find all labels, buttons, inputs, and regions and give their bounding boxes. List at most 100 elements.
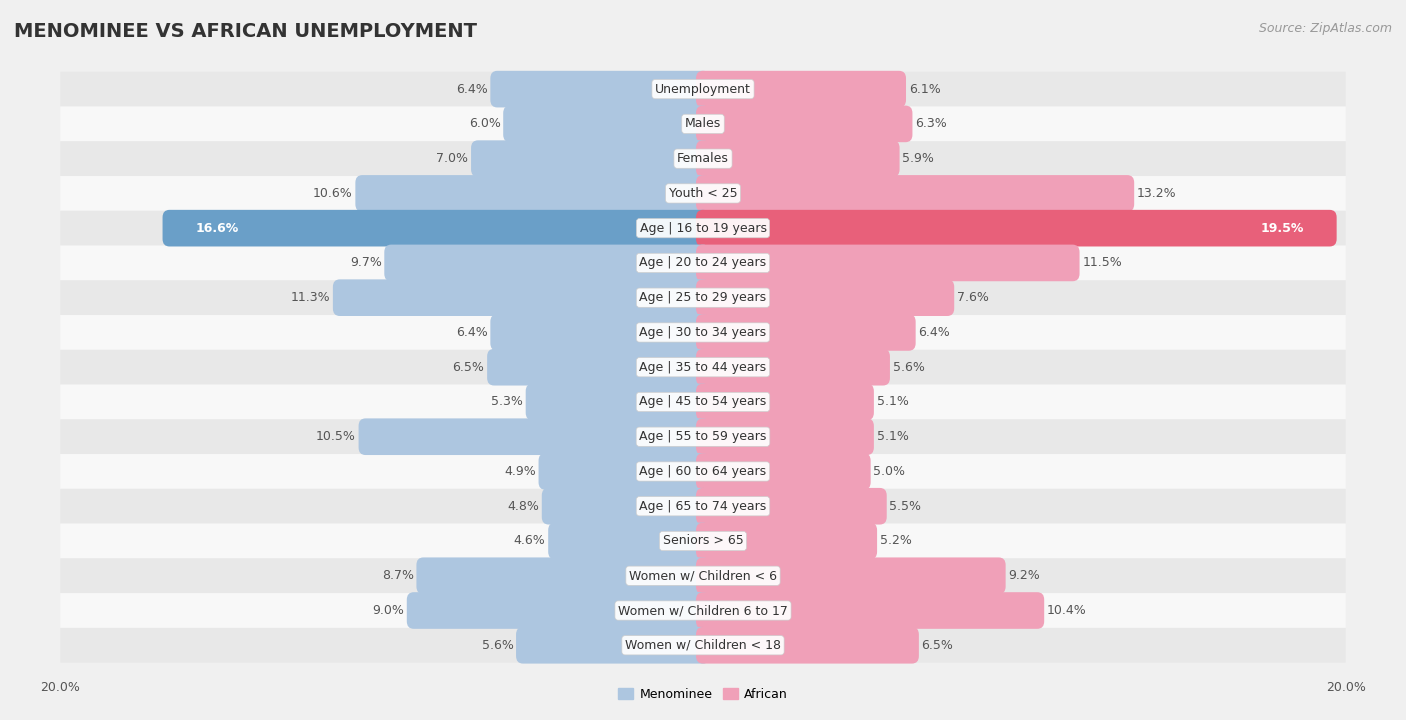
Text: Age | 30 to 34 years: Age | 30 to 34 years xyxy=(640,326,766,339)
Text: 10.5%: 10.5% xyxy=(316,431,356,444)
Text: Age | 35 to 44 years: Age | 35 to 44 years xyxy=(640,361,766,374)
Text: 9.0%: 9.0% xyxy=(373,604,404,617)
Text: Age | 55 to 59 years: Age | 55 to 59 years xyxy=(640,431,766,444)
Text: Females: Females xyxy=(678,152,728,165)
Text: 11.5%: 11.5% xyxy=(1083,256,1122,269)
Text: 8.7%: 8.7% xyxy=(382,570,413,582)
Text: 5.9%: 5.9% xyxy=(903,152,934,165)
FancyBboxPatch shape xyxy=(696,140,900,177)
FancyBboxPatch shape xyxy=(471,140,710,177)
FancyBboxPatch shape xyxy=(491,71,710,107)
FancyBboxPatch shape xyxy=(416,557,710,594)
Text: 5.2%: 5.2% xyxy=(880,534,911,547)
FancyBboxPatch shape xyxy=(486,349,710,385)
Text: Youth < 25: Youth < 25 xyxy=(669,187,737,200)
FancyBboxPatch shape xyxy=(696,71,905,107)
Text: Women w/ Children 6 to 17: Women w/ Children 6 to 17 xyxy=(619,604,787,617)
FancyBboxPatch shape xyxy=(696,627,920,664)
FancyBboxPatch shape xyxy=(491,314,710,351)
Legend: Menominee, African: Menominee, African xyxy=(613,683,793,706)
FancyBboxPatch shape xyxy=(696,175,1135,212)
FancyBboxPatch shape xyxy=(696,210,1337,246)
FancyBboxPatch shape xyxy=(60,419,1346,454)
FancyBboxPatch shape xyxy=(60,72,1346,107)
FancyBboxPatch shape xyxy=(696,592,1045,629)
FancyBboxPatch shape xyxy=(696,453,870,490)
FancyBboxPatch shape xyxy=(696,106,912,143)
Text: 6.4%: 6.4% xyxy=(456,326,488,339)
FancyBboxPatch shape xyxy=(60,523,1346,559)
Text: 5.1%: 5.1% xyxy=(876,395,908,408)
FancyBboxPatch shape xyxy=(333,279,710,316)
Text: 6.4%: 6.4% xyxy=(918,326,950,339)
Text: Unemployment: Unemployment xyxy=(655,83,751,96)
Text: Males: Males xyxy=(685,117,721,130)
Text: Women w/ Children < 6: Women w/ Children < 6 xyxy=(628,570,778,582)
FancyBboxPatch shape xyxy=(60,107,1346,141)
Text: 5.6%: 5.6% xyxy=(893,361,925,374)
FancyBboxPatch shape xyxy=(406,592,710,629)
Text: Age | 45 to 54 years: Age | 45 to 54 years xyxy=(640,395,766,408)
Text: 13.2%: 13.2% xyxy=(1137,187,1177,200)
FancyBboxPatch shape xyxy=(696,384,875,420)
Text: Source: ZipAtlas.com: Source: ZipAtlas.com xyxy=(1258,22,1392,35)
FancyBboxPatch shape xyxy=(60,628,1346,662)
FancyBboxPatch shape xyxy=(60,489,1346,523)
Text: 7.0%: 7.0% xyxy=(436,152,468,165)
FancyBboxPatch shape xyxy=(696,279,955,316)
FancyBboxPatch shape xyxy=(696,349,890,385)
FancyBboxPatch shape xyxy=(60,454,1346,489)
FancyBboxPatch shape xyxy=(60,384,1346,419)
Text: 4.6%: 4.6% xyxy=(513,534,546,547)
Text: 5.3%: 5.3% xyxy=(491,395,523,408)
Text: Age | 16 to 19 years: Age | 16 to 19 years xyxy=(640,222,766,235)
Text: 6.3%: 6.3% xyxy=(915,117,946,130)
FancyBboxPatch shape xyxy=(163,210,710,246)
FancyBboxPatch shape xyxy=(516,627,710,664)
Text: 9.2%: 9.2% xyxy=(1008,570,1040,582)
FancyBboxPatch shape xyxy=(696,418,875,455)
Text: 6.5%: 6.5% xyxy=(921,639,953,652)
Text: Women w/ Children < 18: Women w/ Children < 18 xyxy=(626,639,780,652)
FancyBboxPatch shape xyxy=(548,523,710,559)
Text: 10.6%: 10.6% xyxy=(314,187,353,200)
FancyBboxPatch shape xyxy=(60,593,1346,628)
Text: 6.0%: 6.0% xyxy=(468,117,501,130)
Text: Seniors > 65: Seniors > 65 xyxy=(662,534,744,547)
Text: 5.0%: 5.0% xyxy=(873,465,905,478)
FancyBboxPatch shape xyxy=(696,314,915,351)
Text: 4.9%: 4.9% xyxy=(505,465,536,478)
FancyBboxPatch shape xyxy=(538,453,710,490)
FancyBboxPatch shape xyxy=(60,141,1346,176)
FancyBboxPatch shape xyxy=(60,280,1346,315)
FancyBboxPatch shape xyxy=(60,211,1346,246)
Text: 7.6%: 7.6% xyxy=(957,291,988,304)
FancyBboxPatch shape xyxy=(60,176,1346,211)
FancyBboxPatch shape xyxy=(60,559,1346,593)
Text: 9.7%: 9.7% xyxy=(350,256,381,269)
FancyBboxPatch shape xyxy=(696,557,1005,594)
FancyBboxPatch shape xyxy=(696,245,1080,282)
FancyBboxPatch shape xyxy=(356,175,710,212)
FancyBboxPatch shape xyxy=(696,523,877,559)
Text: 6.4%: 6.4% xyxy=(456,83,488,96)
FancyBboxPatch shape xyxy=(359,418,710,455)
FancyBboxPatch shape xyxy=(384,245,710,282)
FancyBboxPatch shape xyxy=(60,315,1346,350)
FancyBboxPatch shape xyxy=(60,246,1346,280)
Text: 6.1%: 6.1% xyxy=(908,83,941,96)
FancyBboxPatch shape xyxy=(60,350,1346,384)
FancyBboxPatch shape xyxy=(503,106,710,143)
Text: 19.5%: 19.5% xyxy=(1261,222,1303,235)
Text: MENOMINEE VS AFRICAN UNEMPLOYMENT: MENOMINEE VS AFRICAN UNEMPLOYMENT xyxy=(14,22,477,40)
FancyBboxPatch shape xyxy=(696,488,887,525)
Text: Age | 25 to 29 years: Age | 25 to 29 years xyxy=(640,291,766,304)
FancyBboxPatch shape xyxy=(526,384,710,420)
Text: 5.6%: 5.6% xyxy=(481,639,513,652)
Text: 10.4%: 10.4% xyxy=(1047,604,1087,617)
Text: 5.5%: 5.5% xyxy=(890,500,921,513)
Text: 6.5%: 6.5% xyxy=(453,361,485,374)
Text: Age | 65 to 74 years: Age | 65 to 74 years xyxy=(640,500,766,513)
Text: Age | 20 to 24 years: Age | 20 to 24 years xyxy=(640,256,766,269)
Text: 16.6%: 16.6% xyxy=(195,222,239,235)
